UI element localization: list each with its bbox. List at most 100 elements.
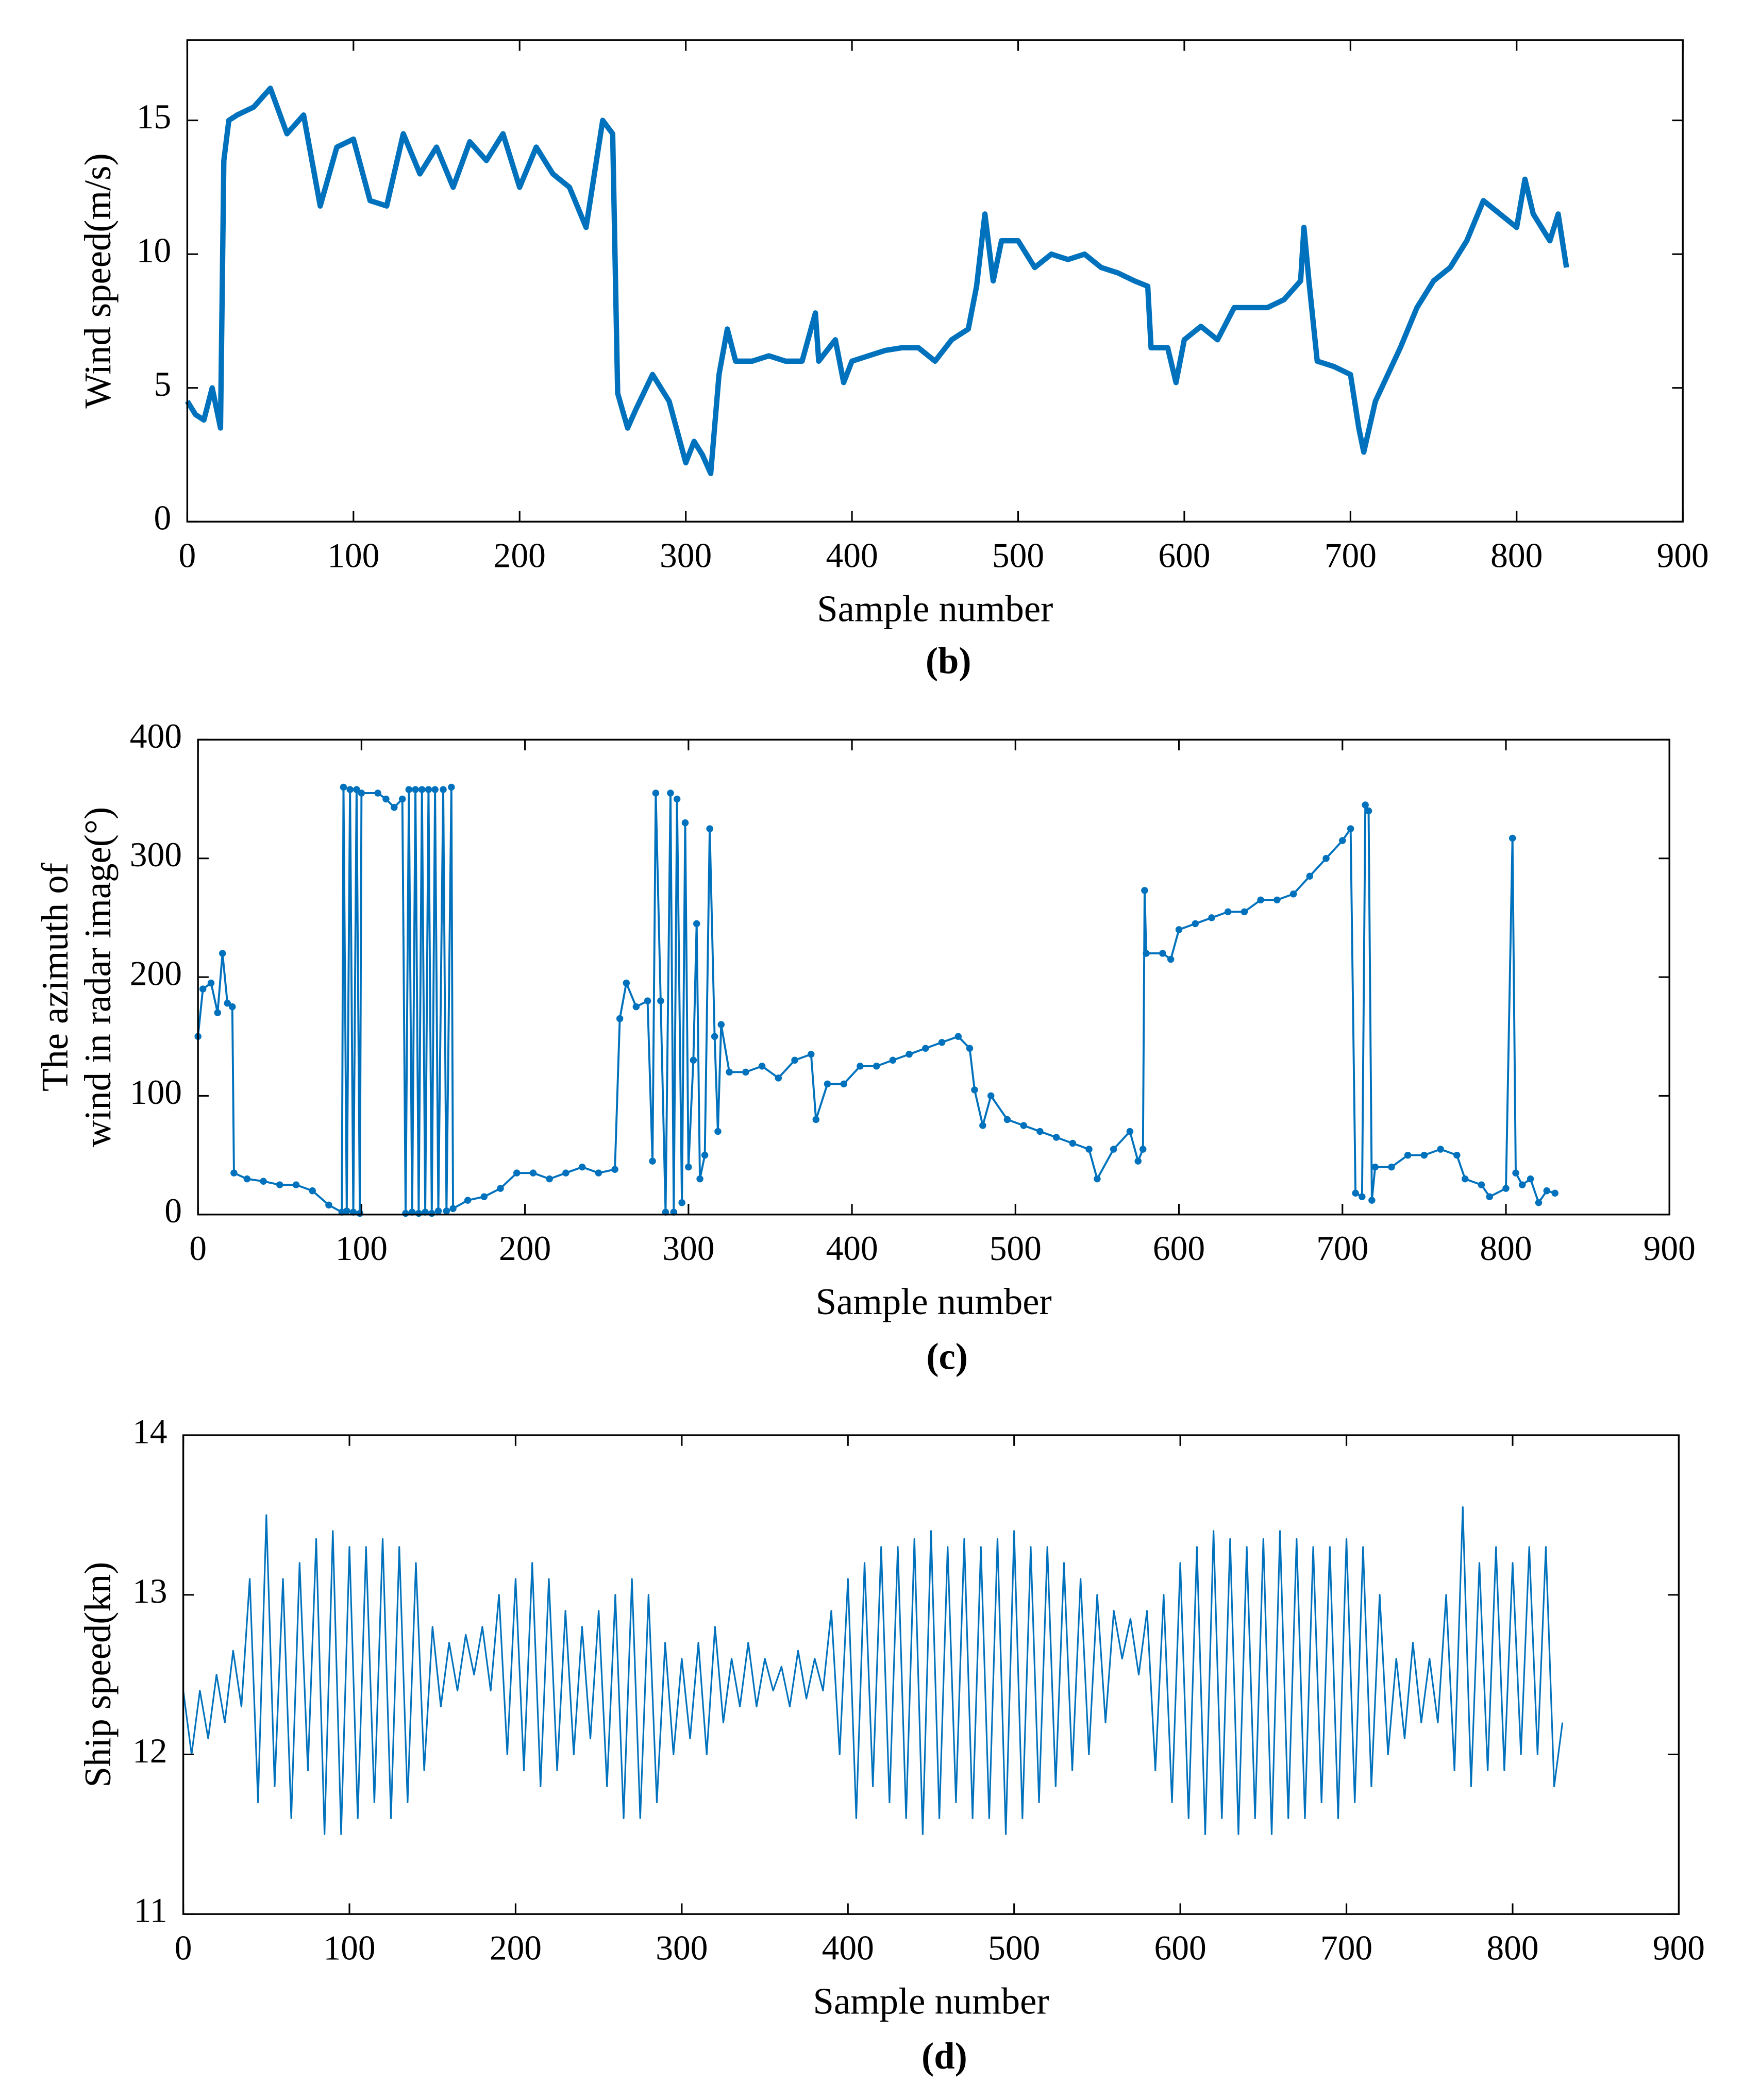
data-point	[219, 950, 226, 957]
x-tick-label: 900	[1653, 1928, 1705, 1967]
x-tick-label: 100	[323, 1928, 375, 1967]
data-point	[644, 997, 651, 1004]
data-point	[1535, 1199, 1543, 1206]
data-point	[207, 979, 215, 987]
plot-frame	[186, 39, 1684, 523]
data-point	[382, 795, 390, 803]
y-tick-label: 12	[132, 1732, 167, 1770]
data-point	[922, 1045, 929, 1052]
data-point	[497, 1185, 504, 1192]
data-point	[706, 825, 713, 832]
x-tick-label: 400	[826, 536, 878, 575]
data-point	[889, 1056, 897, 1064]
data-point	[1257, 896, 1264, 904]
data-point	[353, 786, 360, 793]
x-tick-label: 300	[660, 536, 712, 575]
data-point	[742, 1068, 749, 1076]
data-point	[358, 789, 365, 797]
x-tick-label: 700	[1325, 536, 1377, 575]
y-tick-label: 300	[130, 835, 182, 874]
data-point	[873, 1063, 880, 1070]
data-point	[696, 1175, 703, 1183]
data-point	[1134, 1157, 1142, 1165]
data-point	[214, 1009, 221, 1016]
data-point	[529, 1169, 537, 1177]
x-tick-label: 800	[1480, 1229, 1532, 1268]
x-tick-label: 300	[656, 1928, 708, 1967]
data-point	[1069, 1139, 1077, 1147]
data-point	[966, 1045, 974, 1052]
data-point	[595, 1169, 602, 1177]
data-point	[611, 1166, 618, 1173]
x-tick-label: 500	[988, 1928, 1040, 1967]
data-point	[678, 1199, 685, 1206]
data-point	[260, 1178, 267, 1185]
data-point	[673, 795, 681, 803]
x-tick-label: 400	[826, 1229, 878, 1268]
x-axis-label: Sample number	[816, 1281, 1052, 1322]
x-tick-label: 600	[1153, 1229, 1205, 1268]
data-point	[954, 1033, 962, 1040]
data-point	[681, 819, 689, 827]
data-point	[726, 1068, 733, 1076]
data-point	[667, 789, 674, 797]
data-point	[1420, 1151, 1428, 1159]
data-point	[791, 1056, 798, 1064]
data-point	[374, 789, 381, 797]
x-tick-label: 800	[1486, 1928, 1538, 1967]
data-point	[578, 1163, 586, 1171]
x-tick-label: 200	[494, 536, 546, 575]
x-tick-label: 200	[490, 1928, 542, 1967]
data-point	[971, 1086, 978, 1094]
y-axis-label: Wind speed(m/s)	[77, 153, 119, 408]
data-point	[1085, 1146, 1093, 1153]
data-point	[1175, 926, 1183, 933]
panel-caption: (c)	[926, 1335, 968, 1377]
data-point	[1388, 1163, 1395, 1171]
data-point	[1453, 1151, 1461, 1159]
data-point	[230, 1169, 238, 1177]
data-point	[1126, 1128, 1134, 1135]
x-tick-label: 0	[175, 1928, 192, 1967]
data-point	[343, 1207, 350, 1215]
data-point	[431, 786, 439, 793]
data-point	[693, 920, 700, 928]
data-point	[857, 1063, 864, 1070]
x-tick-label: 100	[336, 1229, 388, 1268]
data-point	[652, 789, 660, 797]
data-point	[1362, 801, 1369, 809]
y-tick-label: 0	[154, 499, 171, 537]
data-point	[229, 1003, 236, 1011]
data-point	[1518, 1181, 1526, 1188]
data-point	[398, 795, 406, 803]
data-point	[808, 1051, 815, 1058]
x-tick-label: 500	[992, 536, 1044, 575]
x-tick-label: 300	[662, 1229, 714, 1268]
x-tick-label: 0	[179, 536, 196, 575]
data-point	[415, 1209, 423, 1217]
data-point	[1167, 955, 1175, 963]
y-axis-label: The azimuth of	[34, 862, 76, 1091]
data-point	[1543, 1187, 1551, 1195]
data-point	[1502, 1185, 1510, 1192]
data-point	[1036, 1128, 1044, 1135]
data-point	[562, 1169, 569, 1177]
data-line	[185, 86, 1569, 477]
data-point	[1094, 1175, 1101, 1183]
data-point	[546, 1175, 553, 1183]
data-point	[632, 1003, 640, 1011]
data-point	[1339, 837, 1346, 844]
y-tick-label: 13	[132, 1572, 167, 1610]
data-point	[425, 786, 432, 793]
data-point	[1241, 908, 1248, 916]
x-tick-label: 900	[1657, 536, 1709, 575]
y-tick-label: 400	[130, 717, 182, 755]
data-point	[1192, 920, 1199, 928]
data-point	[840, 1080, 847, 1088]
data-line	[182, 1506, 1564, 1835]
data-point	[1141, 887, 1148, 894]
data-point	[1509, 834, 1516, 842]
x-axis-label: Sample number	[813, 1980, 1049, 2022]
data-point	[701, 1151, 709, 1159]
